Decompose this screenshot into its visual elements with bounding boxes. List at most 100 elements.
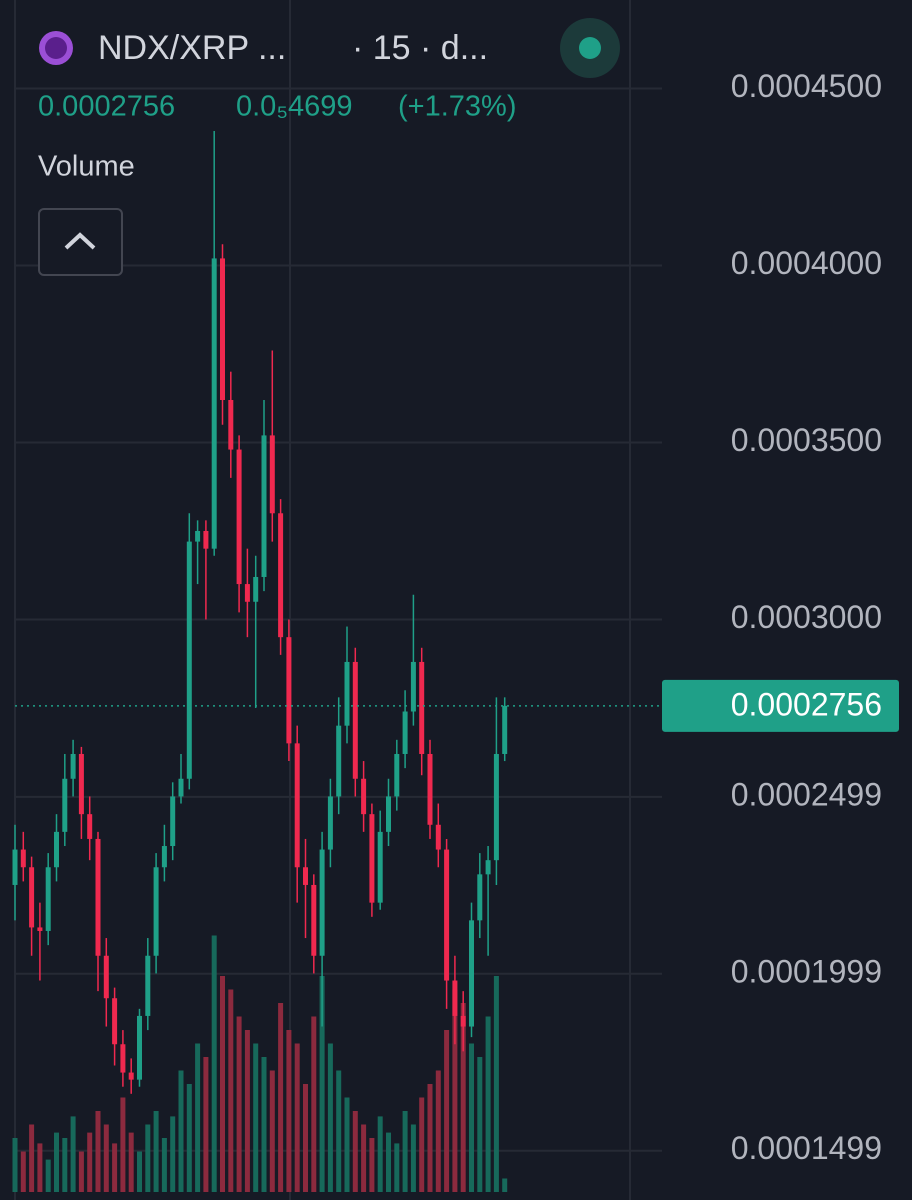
status-dot xyxy=(579,37,601,59)
volume-bar xyxy=(336,1070,342,1192)
symbol: NDX/XRP ... xyxy=(98,29,286,67)
volume-bar xyxy=(469,1043,474,1192)
volume-bar xyxy=(145,1124,151,1192)
volume-bar xyxy=(95,1111,101,1192)
candle-body xyxy=(493,753,499,861)
y-tick-label: 0.0003000 xyxy=(731,599,882,635)
candle-body xyxy=(469,920,474,1027)
volume-bar xyxy=(361,1124,367,1192)
candle-body xyxy=(153,867,159,956)
candle-body xyxy=(336,725,342,797)
candle-body xyxy=(137,1015,142,1080)
collapse-button[interactable] xyxy=(38,208,123,276)
change: 0.0₅4699 xyxy=(236,91,353,123)
candle-body xyxy=(70,753,76,779)
candle-body xyxy=(303,867,308,885)
volume-bar xyxy=(377,1116,383,1192)
candle-body xyxy=(211,258,217,549)
candle-body xyxy=(311,884,317,956)
volume-bar xyxy=(386,1132,391,1192)
candle-body xyxy=(170,796,176,847)
candle-body xyxy=(253,576,259,602)
volume-bar xyxy=(419,1097,425,1192)
volume-bar xyxy=(352,1111,358,1192)
candle-body xyxy=(485,860,491,875)
candle-body xyxy=(12,849,18,885)
candle-body xyxy=(186,541,192,779)
candle-body xyxy=(377,831,383,903)
volume-bar xyxy=(244,1030,250,1192)
candle-body xyxy=(120,1044,126,1073)
volume-bar xyxy=(311,1016,317,1192)
candle-body xyxy=(278,513,284,638)
candle-body xyxy=(352,661,358,779)
candle-body xyxy=(361,778,367,815)
candle-body xyxy=(112,998,118,1045)
volume-bar xyxy=(120,1097,126,1192)
volume-bar xyxy=(161,1138,167,1192)
candle-body xyxy=(427,753,433,825)
volume-bar xyxy=(319,976,325,1192)
volume-bar xyxy=(78,1151,84,1192)
volume-bar xyxy=(278,1003,284,1192)
volume-bar xyxy=(112,1143,118,1192)
candle-body xyxy=(460,1015,466,1027)
volume-bar xyxy=(220,976,225,1192)
volume-bar xyxy=(54,1132,59,1192)
candle-body xyxy=(220,258,225,400)
volume-bar xyxy=(485,1016,491,1192)
y-tick-label: 0.0004500 xyxy=(731,68,882,104)
candle-body xyxy=(29,867,35,928)
candle-body xyxy=(344,661,350,726)
volume-bar xyxy=(253,1043,259,1192)
symbol-icon-inner xyxy=(45,37,67,59)
candle-body xyxy=(319,849,325,956)
candle-body xyxy=(145,955,151,1016)
candle-body xyxy=(128,1072,134,1080)
volume-bar xyxy=(460,1003,466,1192)
volume-bar xyxy=(410,1124,416,1192)
candle-body xyxy=(178,778,184,797)
candle-body xyxy=(435,824,441,850)
candle-body xyxy=(410,661,416,712)
volume-bar xyxy=(203,1057,209,1192)
change-pct: (+1.73%) xyxy=(398,91,516,123)
candle-body xyxy=(54,831,59,868)
candle-body xyxy=(502,705,508,754)
volume-bar xyxy=(402,1111,408,1192)
volume-bar xyxy=(286,1030,292,1192)
volume-bar xyxy=(261,1057,267,1192)
volume-bar xyxy=(452,989,458,1192)
volume-bar xyxy=(303,1084,308,1192)
volume-bar xyxy=(87,1132,93,1192)
volume-bar xyxy=(62,1138,68,1192)
candle-body xyxy=(236,449,242,585)
volume-bar xyxy=(294,1043,300,1192)
volume-bar xyxy=(493,976,499,1192)
y-tick-label: 0.0002499 xyxy=(731,776,882,812)
candle-body xyxy=(95,838,101,956)
candle-body xyxy=(327,796,333,850)
candle-body xyxy=(20,849,26,868)
volume-bar xyxy=(178,1070,184,1192)
volume-bar xyxy=(502,1178,508,1192)
volume-bar xyxy=(195,1043,201,1192)
y-tick-label: 0.0001999 xyxy=(731,953,882,989)
last-price-label: 0.0002756 xyxy=(731,686,882,722)
volume-bar xyxy=(394,1143,400,1192)
volume-bar xyxy=(137,1151,142,1192)
y-tick-label: 0.0001499 xyxy=(731,1130,882,1166)
volume-bar xyxy=(103,1124,109,1192)
volume-bar xyxy=(170,1116,176,1192)
volume-bar xyxy=(12,1138,18,1192)
candle-body xyxy=(244,584,250,602)
plot-area: 0.0004500 0.0004000 0.0003500 0.0003000 0.00… xyxy=(12,68,899,1192)
candle-body xyxy=(294,743,300,868)
candle-body xyxy=(45,867,51,931)
volume-bar xyxy=(369,1138,375,1192)
candle-body xyxy=(444,849,450,981)
candle-body xyxy=(161,846,167,868)
volume-bar xyxy=(427,1084,433,1192)
volume-bar xyxy=(128,1132,134,1192)
candle-body xyxy=(402,711,408,754)
